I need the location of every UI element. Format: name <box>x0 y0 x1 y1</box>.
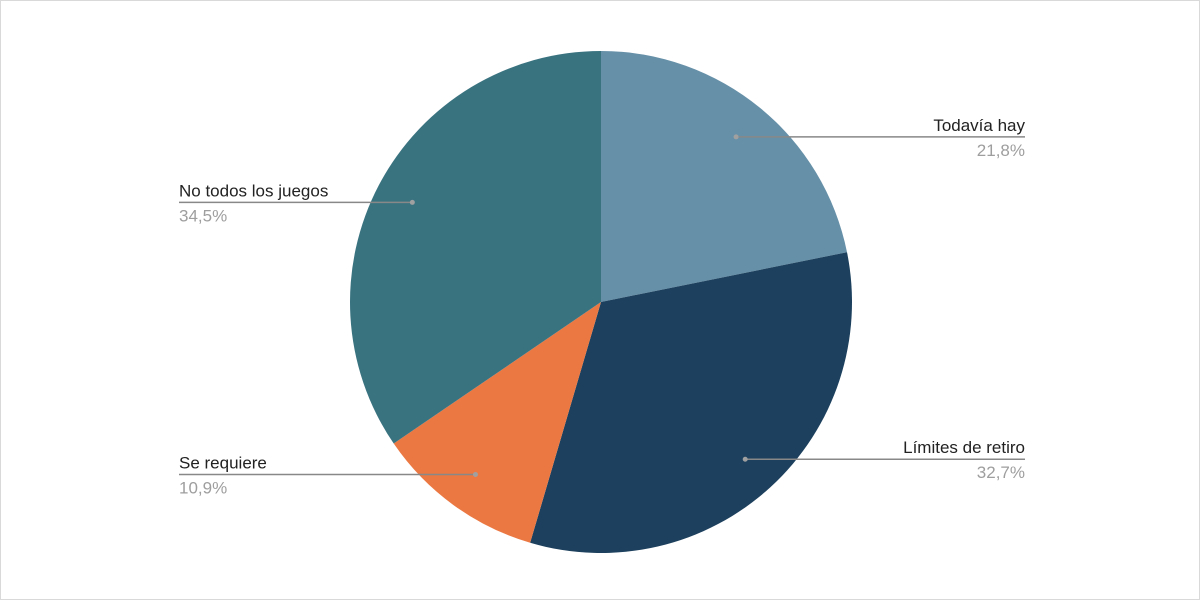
slice-percent-se-requiere: 10,9% <box>179 479 227 498</box>
leader-dot-limites-de-retiro <box>742 456 748 462</box>
leader-dot-todavia-hay <box>733 134 739 140</box>
pie-slices <box>350 51 852 553</box>
slice-label-no-todos-los-juegos: No todos los juegos <box>179 181 328 200</box>
pie-slice-no-todos-los-juegos <box>350 51 601 444</box>
leader-dot-no-todos-los-juegos <box>409 199 415 205</box>
leader-dot-se-requiere <box>472 472 478 478</box>
pie-labels: Todavía hay 21,8% Límites de retiro 32,7% Se… <box>179 116 1025 498</box>
pie-slice-limites-de-retiro <box>530 252 852 553</box>
slice-percent-todavia-hay: 21,8% <box>977 141 1025 160</box>
pie-slice-se-requiere <box>393 302 601 543</box>
slice-percent-limites-de-retiro: 32,7% <box>977 463 1025 482</box>
slice-label-limites-de-retiro: Límites de retiro <box>903 438 1025 457</box>
slice-label-todavia-hay: Todavía hay <box>933 116 1025 135</box>
slice-percent-no-todos-los-juegos: 34,5% <box>179 206 227 225</box>
pie-slice-todavia-hay <box>601 51 848 302</box>
slice-label-se-requiere: Se requiere <box>179 454 267 473</box>
